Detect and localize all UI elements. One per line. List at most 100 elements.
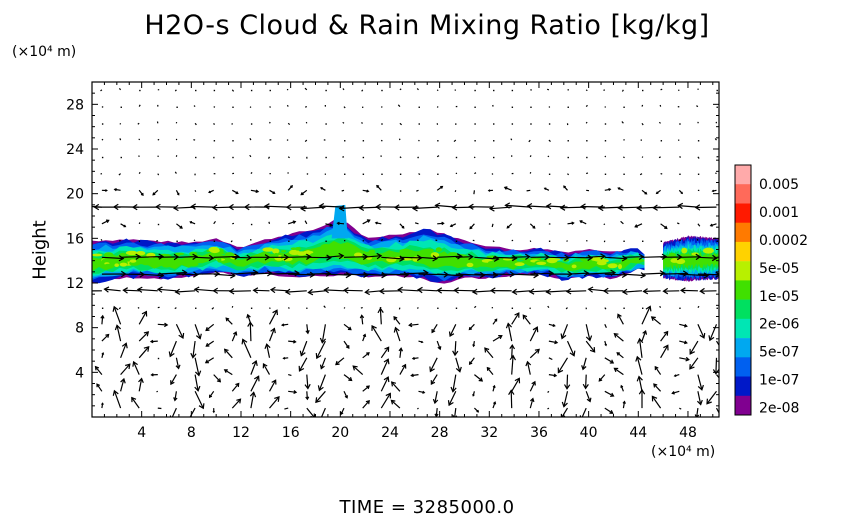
- wind-arrowhead: [587, 254, 594, 262]
- cloud-speckle: [320, 243, 332, 250]
- wind-arrowhead: [93, 203, 100, 211]
- wind-vector: [474, 273, 498, 276]
- cloud-speckle: [449, 258, 458, 263]
- y-tick-label: 8: [75, 321, 84, 337]
- wind-arrowhead: [208, 394, 213, 399]
- wind-arrowhead: [266, 270, 273, 277]
- wind-vector: [343, 391, 348, 398]
- wind-arrowhead: [212, 410, 216, 414]
- wind-vector: [529, 326, 538, 342]
- wind-vector: [189, 407, 196, 417]
- wind-arrowhead: [143, 331, 150, 337]
- wind-vector: [352, 365, 364, 376]
- wind-vector: [528, 139, 531, 143]
- wind-arrowhead: [338, 205, 345, 212]
- wind-vector: [411, 374, 419, 377]
- wind-arrowhead: [263, 203, 270, 210]
- wind-vector: [138, 378, 143, 392]
- wind-vector: [491, 223, 494, 228]
- wind-arrowhead: [143, 345, 150, 352]
- wind-vector: [715, 407, 719, 414]
- wind-vector: [138, 104, 141, 107]
- wind-vector: [582, 357, 587, 370]
- wind-vector: [139, 273, 164, 277]
- wind-arrowhead: [602, 287, 609, 295]
- colorbar-swatch: [735, 318, 751, 339]
- wind-vector: [511, 123, 514, 125]
- cloud-tower: [331, 204, 348, 239]
- wind-vector: [174, 307, 177, 310]
- wind-vector: [416, 88, 419, 91]
- cloud-speckle: [354, 252, 363, 258]
- wind-vector: [231, 331, 237, 342]
- cloud-speckle: [536, 261, 547, 265]
- wind-arrowhead: [270, 327, 276, 334]
- wind-vector: [455, 256, 473, 258]
- wind-arrowhead: [384, 346, 390, 352]
- wind-vector: [101, 219, 109, 225]
- wind-arrowhead: [621, 288, 628, 296]
- wind-vector: [474, 256, 499, 260]
- wind-arrowhead: [305, 396, 310, 401]
- wind-vector: [486, 367, 494, 375]
- wind-vector: [343, 374, 352, 381]
- wind-vector: [679, 256, 701, 258]
- wind-arrowhead: [243, 203, 250, 211]
- wind-arrowhead: [677, 202, 684, 210]
- wind-vector: [232, 271, 258, 275]
- wind-arrowhead: [440, 185, 444, 189]
- wind-vector: [225, 317, 233, 325]
- wind-vector: [319, 205, 345, 208]
- wind-vector: [548, 256, 569, 259]
- wind-arrowhead: [493, 401, 497, 405]
- wind-vector: [100, 89, 103, 92]
- wind-arrowhead: [543, 187, 547, 191]
- wind-vector: [157, 271, 187, 275]
- wind-arrowhead: [280, 323, 285, 327]
- wind-arrowhead: [381, 271, 388, 279]
- wind-vector: [510, 390, 513, 409]
- wind-vector: [394, 327, 401, 342]
- wind-vector: [449, 324, 457, 337]
- wind-vector: [193, 105, 196, 108]
- wind-vector: [232, 106, 234, 108]
- wind-arrowhead: [366, 385, 370, 390]
- wind-arrowhead: [650, 316, 656, 321]
- cloud-speckle: [620, 258, 630, 264]
- wind-arrowhead: [487, 189, 491, 192]
- wind-vector: [696, 408, 699, 417]
- wind-arrowhead: [176, 192, 180, 196]
- wind-vector: [660, 140, 663, 142]
- wind-vector: [548, 106, 551, 108]
- wind-vector: [340, 407, 345, 415]
- wind-arrowhead: [103, 286, 110, 293]
- wind-vector: [285, 290, 307, 293]
- wind-vector: [418, 106, 420, 108]
- wind-vector: [133, 361, 140, 375]
- wind-vector: [119, 123, 122, 125]
- y-tick-label: 12: [66, 276, 84, 292]
- wind-vector: [563, 391, 569, 407]
- cloud-speckle: [121, 258, 127, 264]
- wind-vector: [231, 398, 241, 409]
- cloud-speckle: [189, 251, 198, 256]
- wind-vector: [454, 289, 475, 292]
- wind-vector: [171, 407, 177, 417]
- wind-vector: [529, 290, 549, 293]
- wind-vector: [325, 123, 327, 125]
- wind-arrowhead: [489, 287, 496, 294]
- wind-arrowhead: [456, 253, 463, 260]
- wind-arrowhead: [561, 401, 568, 408]
- wind-vector: [697, 256, 717, 259]
- wind-vector: [157, 138, 160, 141]
- cloud-speckle: [437, 256, 449, 263]
- wind-vector: [288, 340, 296, 343]
- cloud-speckle: [399, 249, 407, 255]
- wind-vector: [418, 123, 420, 125]
- wind-arrowhead: [585, 335, 593, 342]
- wind-vector: [604, 256, 627, 260]
- wind-vector: [320, 357, 326, 369]
- wind-vector: [511, 312, 520, 325]
- wind-arrowhead: [390, 399, 396, 405]
- wind-arrowhead: [212, 287, 219, 294]
